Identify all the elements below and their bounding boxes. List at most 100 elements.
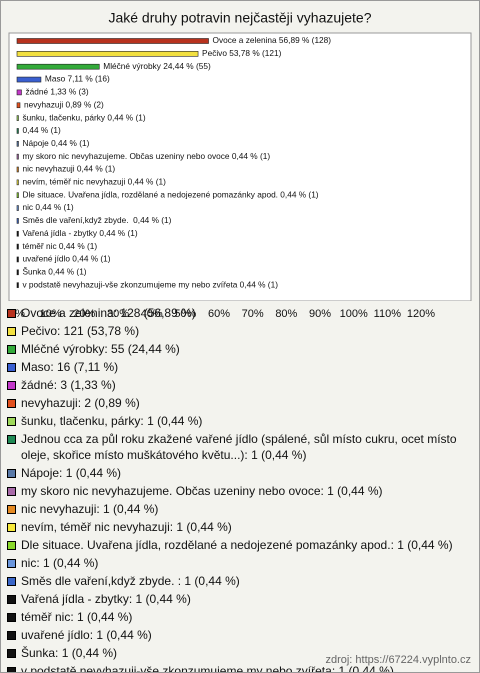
bar bbox=[16, 153, 19, 160]
legend-swatch bbox=[7, 523, 16, 532]
x-tick-label: 10% bbox=[40, 308, 62, 320]
x-tick-label: 20% bbox=[73, 308, 95, 320]
legend-label: Dle situace. Uvařena jídla, rozdělané a … bbox=[21, 538, 453, 552]
legend-label: žádné: 3 (1,33 %) bbox=[21, 378, 116, 392]
bar-label: nic 0,44 % (1) bbox=[22, 202, 73, 212]
legend-label: Jednou cca za půl roku zkažené vařené jí… bbox=[21, 432, 457, 462]
bar bbox=[16, 166, 19, 173]
legend-label: Směs dle vaření,když zbyde. : 1 (0,44 %) bbox=[21, 574, 240, 588]
legend-swatch bbox=[7, 363, 16, 372]
bar bbox=[16, 38, 209, 44]
x-tick-label: 60% bbox=[208, 308, 230, 320]
x-tick-label: 70% bbox=[242, 308, 264, 320]
legend-swatch bbox=[7, 381, 16, 390]
legend-item: Ovoce a zelenina: 128 (56,89 %) bbox=[7, 305, 473, 321]
legend-swatch bbox=[7, 613, 16, 622]
bar bbox=[16, 205, 19, 211]
legend-swatch bbox=[7, 505, 16, 514]
plot-area bbox=[8, 32, 472, 301]
bar-label: Pečivo 53,78 % (121) bbox=[202, 48, 282, 58]
bar bbox=[16, 218, 19, 224]
bar-label: nevím, téměř nic nevyhazuji 0,44 % (1) bbox=[22, 177, 166, 187]
legend-item: Vařená jídla - zbytky: 1 (0,44 %) bbox=[7, 591, 473, 607]
x-tick-label: 90% bbox=[309, 308, 331, 320]
legend-item: v podstatě nevyhazuji-vše zkonzumujeme m… bbox=[7, 663, 473, 673]
bar bbox=[16, 76, 42, 83]
bar-label: uvařené jídlo 0,44 % (1) bbox=[22, 254, 110, 264]
legend-swatch bbox=[7, 559, 16, 568]
bar-label: Nápoje 0,44 % (1) bbox=[22, 138, 89, 148]
legend-item: Jednou cca za půl roku zkažené vařené jí… bbox=[7, 431, 473, 463]
legend-label: šunku, tlačenku, párky: 1 (0,44 %) bbox=[21, 414, 203, 428]
bar bbox=[16, 128, 19, 134]
bar-label: Mléčné výrobky 24,44 % (55) bbox=[103, 61, 211, 71]
bar-label: Maso 7,11 % (16) bbox=[45, 74, 110, 84]
bar bbox=[16, 102, 21, 109]
chart: Jaké druhy potravin nejčastěji vyhazujet… bbox=[8, 10, 472, 301]
legend-item: uvařené jídlo: 1 (0,44 %) bbox=[7, 627, 473, 643]
legend-item: nic nevyhazuji: 1 (0,44 %) bbox=[7, 501, 473, 517]
legend-label: Maso: 16 (7,11 %) bbox=[21, 360, 119, 374]
bar bbox=[16, 141, 19, 147]
legend-item: Dle situace. Uvařena jídla, rozdělané a … bbox=[7, 537, 473, 553]
x-tick-label: 120% bbox=[407, 308, 435, 320]
legend-label: nevyhazuji: 2 (0,89 %) bbox=[21, 396, 140, 410]
legend-label: my skoro nic nevyhazujeme. Občas uzeniny… bbox=[21, 484, 383, 498]
legend-label: Šunka: 1 (0,44 %) bbox=[21, 646, 118, 660]
legend: Ovoce a zelenina: 128 (56,89 %) Pečivo: 1… bbox=[7, 305, 473, 673]
legend-item: Pečivo: 121 (53,78 %) bbox=[7, 323, 473, 339]
x-tick-label: 50% bbox=[174, 308, 196, 320]
legend-label: nic: 1 (0,44 %) bbox=[21, 556, 99, 570]
legend-swatch bbox=[7, 595, 16, 604]
legend-item: Nápoje: 1 (0,44 %) bbox=[7, 465, 473, 481]
bar-label: téměř nic 0,44 % (1) bbox=[22, 241, 97, 251]
bar bbox=[16, 179, 19, 186]
legend-label: Vařená jídla - zbytky: 1 (0,44 %) bbox=[21, 592, 191, 606]
legend-label: nic nevyhazuji: 1 (0,44 %) bbox=[21, 502, 159, 516]
legend-item: téměř nic: 1 (0,44 %) bbox=[7, 609, 473, 625]
legend-swatch bbox=[7, 631, 16, 640]
legend-label: v podstatě nevyhazuji-vše zkonzumujeme m… bbox=[21, 664, 394, 673]
legend-swatch bbox=[7, 541, 16, 550]
legend-label: Nápoje: 1 (0,44 %) bbox=[21, 466, 122, 480]
legend-item: Směs dle vaření,když zbyde. : 1 (0,44 %) bbox=[7, 573, 473, 589]
legend-swatch bbox=[7, 577, 16, 586]
legend-swatch bbox=[7, 649, 16, 658]
bar bbox=[16, 63, 100, 70]
bar bbox=[16, 256, 19, 263]
bar-label: Směs dle vaření,když zbyde. 0,44 % (1) bbox=[22, 215, 171, 225]
legend-label: Mléčné výrobky: 55 (24,44 %) bbox=[21, 342, 180, 356]
x-tick-label: 40% bbox=[141, 308, 163, 320]
x-tick-label: 100% bbox=[340, 308, 368, 320]
bar-label: Šunka 0,44 % (1) bbox=[22, 266, 86, 276]
bar-label: Vařená jídla - zbytky 0,44 % (1) bbox=[22, 228, 137, 238]
legend-swatch bbox=[7, 417, 16, 426]
bar bbox=[16, 192, 19, 198]
legend-swatch bbox=[7, 345, 16, 354]
legend-item: Šunka: 1 (0,44 %) bbox=[7, 645, 473, 661]
legend-label: Ovoce a zelenina: 128 (56,89 %) bbox=[21, 306, 196, 320]
bar-label: nic nevyhazuji 0,44 % (1) bbox=[22, 164, 115, 174]
chart-title: Jaké druhy potravin nejčastěji vyhazujet… bbox=[108, 10, 371, 26]
bar bbox=[16, 282, 19, 288]
x-tick-label: 80% bbox=[275, 308, 297, 320]
legend-item: nevím, téměř nic nevyhazuji: 1 (0,44 %) bbox=[7, 519, 473, 535]
legend-item: nic: 1 (0,44 %) bbox=[7, 555, 473, 571]
bar bbox=[16, 115, 19, 121]
x-tick-label: 110% bbox=[374, 308, 402, 320]
bar-label: šunku, tlačenku, párky 0,44 % (1) bbox=[22, 112, 145, 122]
legend-swatch bbox=[7, 399, 16, 408]
bar-label: my skoro nic nevyhazujeme. Občas uzeniny… bbox=[22, 151, 270, 161]
legend-item: my skoro nic nevyhazujeme. Občas uzeniny… bbox=[7, 483, 473, 499]
legend-item: nevyhazuji: 2 (0,89 %) bbox=[7, 395, 473, 411]
legend-item: Maso: 16 (7,11 %) bbox=[7, 359, 473, 375]
source: zdroj: https://67224.vyplnto.cz bbox=[325, 654, 471, 666]
bar-label: Ovoce a zelenina 56,89 % (128) bbox=[213, 35, 332, 45]
legend-label: uvařené jídlo: 1 (0,44 %) bbox=[21, 628, 152, 642]
legend-label: nevím, téměř nic nevyhazuji: 1 (0,44 %) bbox=[21, 520, 232, 534]
bar-label: žádné 1,33 % (3) bbox=[25, 87, 88, 97]
legend-swatch bbox=[7, 487, 16, 496]
bar bbox=[16, 243, 19, 250]
x-tick-label: 30% bbox=[107, 308, 129, 320]
legend-label: téměř nic: 1 (0,44 %) bbox=[21, 610, 133, 624]
